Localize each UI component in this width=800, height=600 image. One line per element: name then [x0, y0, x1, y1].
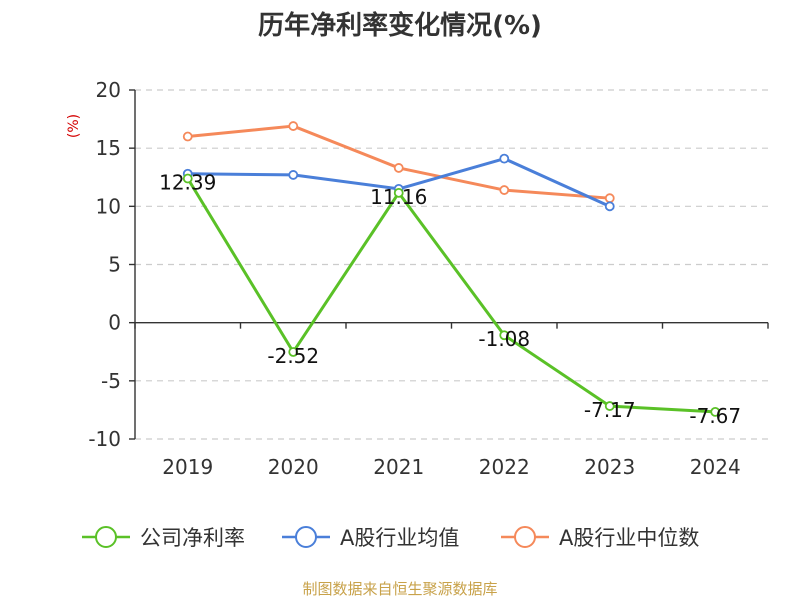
data-point: [288, 170, 299, 180]
data-point: [499, 185, 510, 195]
legend-label: A股行业中位数: [559, 526, 699, 550]
data-point: [182, 131, 193, 142]
legend-label: A股行业均值: [340, 526, 459, 550]
data-point: [710, 406, 721, 417]
data-point: [604, 401, 615, 411]
y-axis-unit: (%): [66, 114, 82, 138]
chart-title: 历年净利率变化情况(%): [258, 10, 542, 41]
data-point: [288, 347, 299, 357]
legend-swatch-marker: [514, 526, 536, 548]
data-label: -7.17: [584, 398, 636, 422]
data-label: -7.67: [689, 404, 741, 428]
y-tick-label: 15: [96, 136, 121, 160]
legend-item: A股行业中位数: [501, 526, 699, 550]
series-line: [186, 177, 716, 414]
data-label: -2.52: [267, 344, 319, 368]
data-label: 11.16: [370, 185, 427, 209]
x-tick-label: 2022: [479, 455, 530, 479]
data-label-layer: 12.39 -2.52 11.16 -1.08 -7.17 -7.67: [159, 171, 741, 428]
y-tick-label: -10: [88, 427, 121, 451]
x-tick-label: 2024: [690, 455, 741, 479]
y-tick-label: 10: [96, 194, 121, 218]
data-point: [499, 330, 510, 341]
data-point: [604, 201, 615, 212]
x-tick-label: 2023: [584, 455, 635, 479]
x-tick-label: 2020: [268, 455, 319, 479]
source-text: 制图数据来自恒生聚源数据库: [302, 580, 497, 598]
legend-label: 公司净利率: [140, 526, 245, 550]
data-point: [182, 173, 193, 184]
series-0: [182, 173, 721, 417]
legend-item: 公司净利率: [82, 526, 245, 550]
legend-swatch-marker: [295, 526, 317, 548]
series-layer: [182, 121, 721, 417]
data-point: [604, 193, 615, 204]
x-tick-label: 2021: [373, 455, 424, 479]
legend: 公司净利率 A股行业均值 A股行业中位数: [82, 526, 699, 550]
series-2: [182, 121, 615, 204]
y-tick-label: -5: [101, 369, 121, 393]
data-point: [288, 121, 299, 131]
data-point: [393, 163, 404, 173]
y-tick-label: 0: [108, 311, 121, 335]
y-tick-label: 5: [108, 253, 121, 277]
data-point: [499, 153, 510, 164]
y-tick-label: 20: [96, 78, 121, 102]
legend-swatch-marker: [95, 526, 117, 548]
data-label: 12.39: [159, 171, 216, 195]
x-tick-label: 2019: [162, 455, 213, 479]
data-point: [393, 187, 404, 198]
legend-item: A股行业均值: [282, 526, 459, 550]
axis-layer: -10 -5 0 5 10 15 20 2019 2020 2021 2022 2023 2024: [88, 78, 769, 479]
data-label: -1.08: [478, 327, 530, 351]
